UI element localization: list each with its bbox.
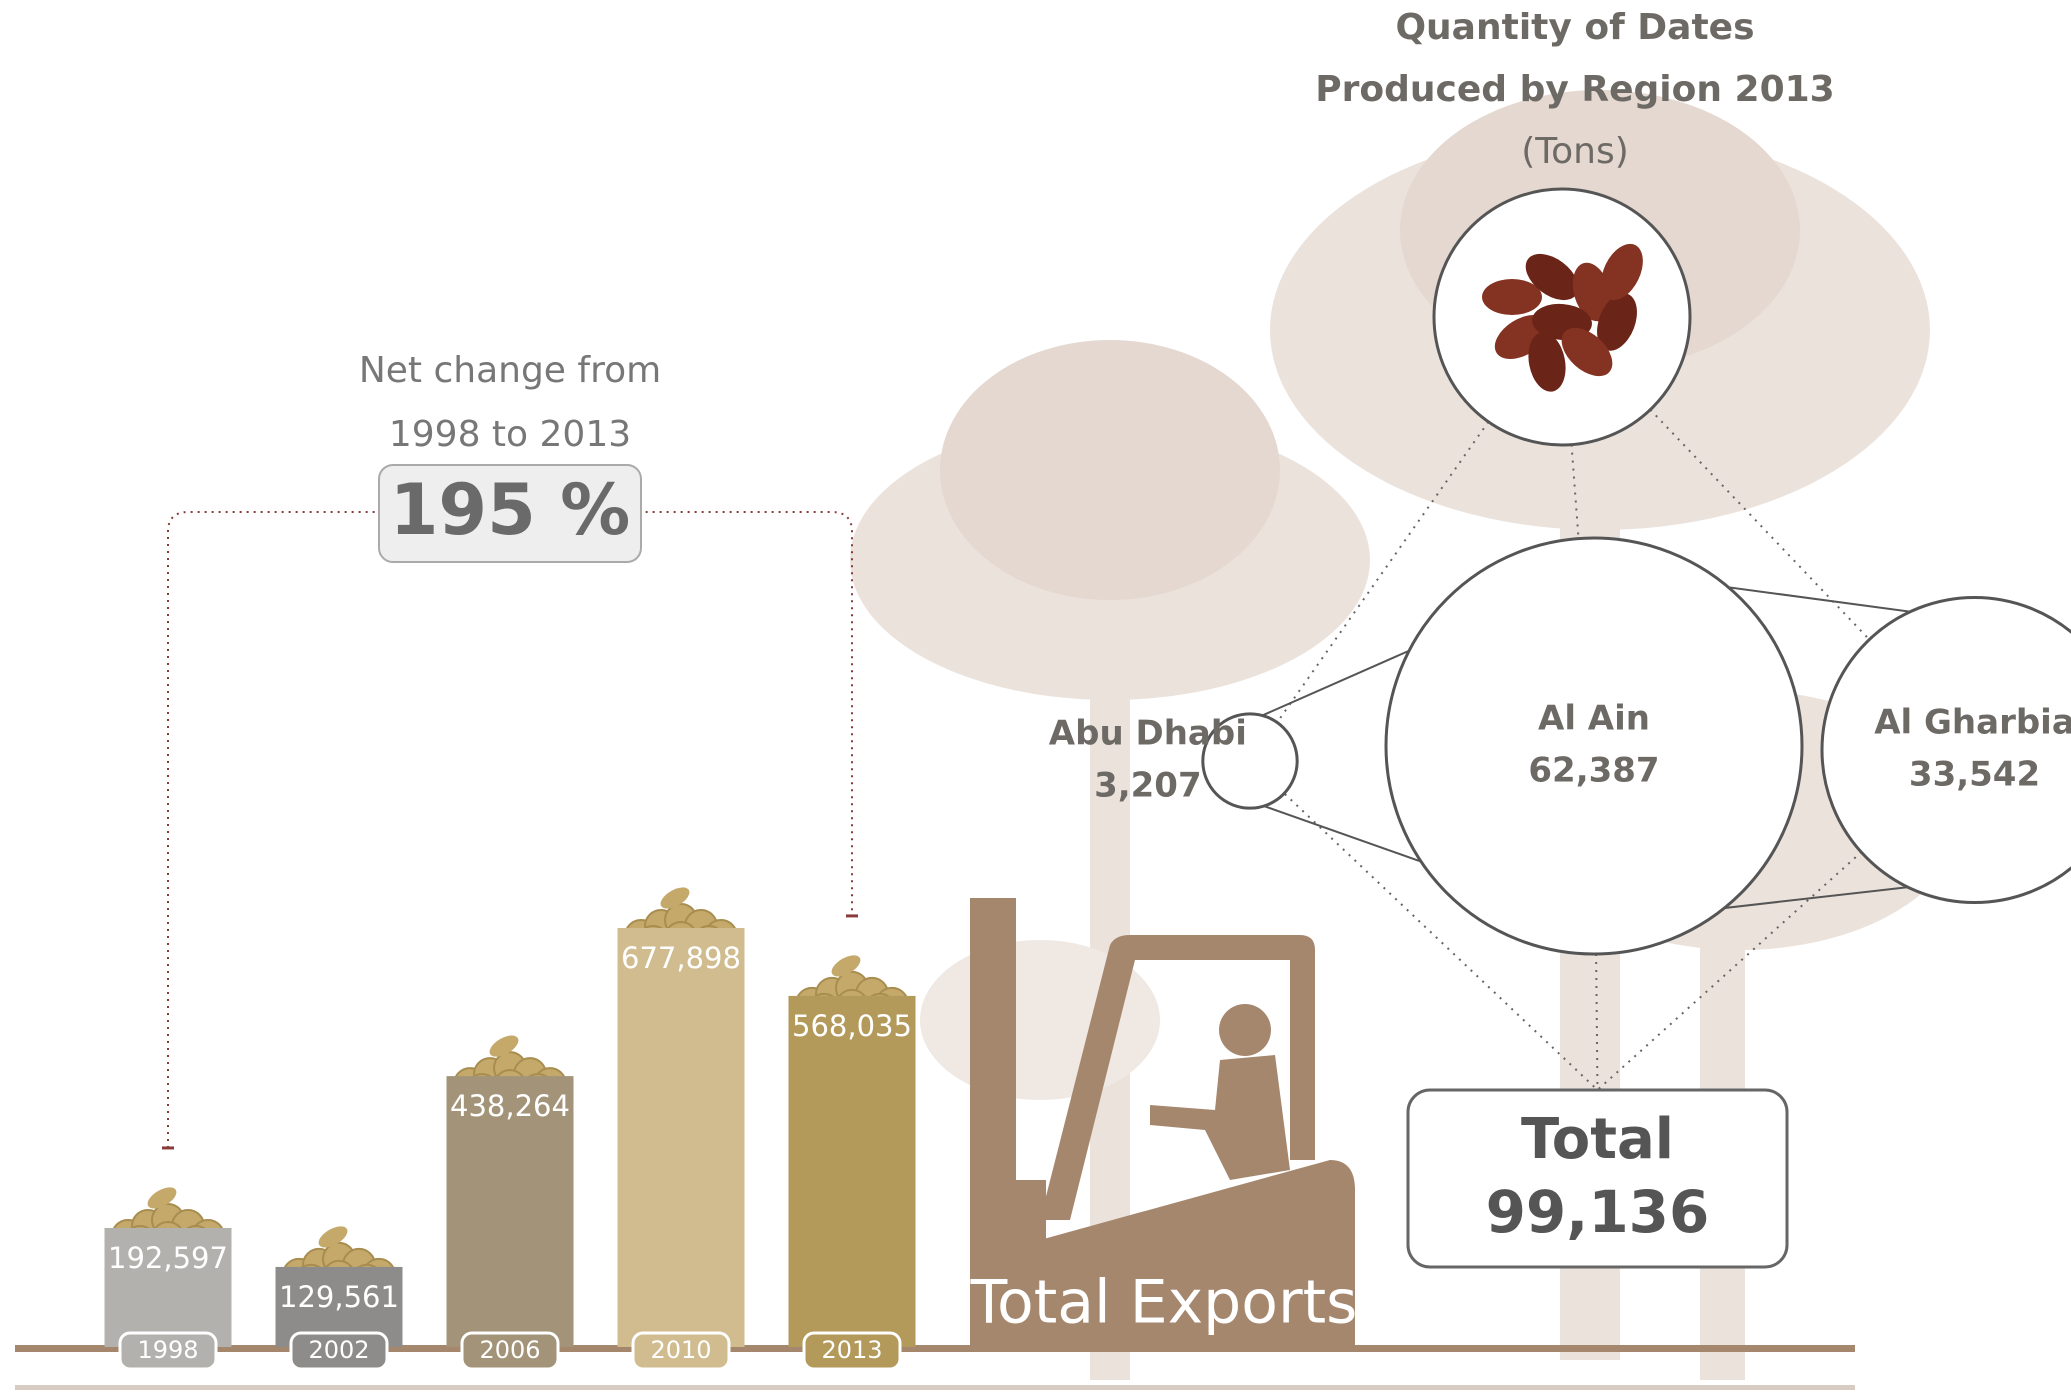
value-label: 62,387 bbox=[1528, 751, 1659, 791]
forklift-label: Total Exports bbox=[970, 1268, 1358, 1338]
annotation-value: 195 % bbox=[390, 469, 631, 551]
x-tick-label: 2010 bbox=[650, 1336, 711, 1364]
x-tick-label: 2006 bbox=[479, 1336, 540, 1364]
value-label: 438,264 bbox=[450, 1089, 570, 1123]
value-label: 129,561 bbox=[279, 1280, 399, 1314]
page: Total Exports 192,597 1998 129,561 2002 438,… bbox=[0, 0, 2071, 1393]
date-fruit bbox=[1482, 279, 1542, 315]
region-label: Abu Dhabi bbox=[1049, 714, 1247, 754]
x-tick-label: 2013 bbox=[821, 1336, 882, 1364]
chart-title: Produced by Region 2013 bbox=[1315, 69, 1834, 110]
region-label: Al Ain bbox=[1538, 699, 1650, 739]
value-label: 568,035 bbox=[792, 1009, 912, 1043]
value-label: 3,207 bbox=[1094, 766, 1202, 806]
bar bbox=[618, 928, 745, 1347]
annotation-title: Net change from bbox=[359, 350, 661, 391]
annotation-title: 1998 to 2013 bbox=[389, 414, 631, 455]
bubble bbox=[1386, 538, 1802, 954]
value-label: 192,597 bbox=[108, 1241, 228, 1275]
chart-title: (Tons) bbox=[1521, 131, 1629, 172]
chart-title: Quantity of Dates bbox=[1395, 7, 1754, 48]
x-tick-label: 1998 bbox=[137, 1336, 198, 1364]
total-value: 99,136 bbox=[1486, 1178, 1710, 1246]
floor-line bbox=[15, 1385, 1855, 1390]
bar bbox=[789, 996, 916, 1347]
value-label: 33,542 bbox=[1909, 755, 2040, 795]
region-label: Al Gharbia bbox=[1874, 703, 2071, 743]
x-tick-label: 2002 bbox=[308, 1336, 369, 1364]
bar-chart: 192,597 1998 129,561 2002 438,264 2006 677,898… bbox=[105, 350, 916, 1369]
total-label: Total bbox=[1521, 1107, 1674, 1172]
value-label: 677,898 bbox=[621, 941, 741, 975]
infographic: Total Exports 192,597 1998 129,561 2002 438,… bbox=[0, 0, 2071, 1393]
